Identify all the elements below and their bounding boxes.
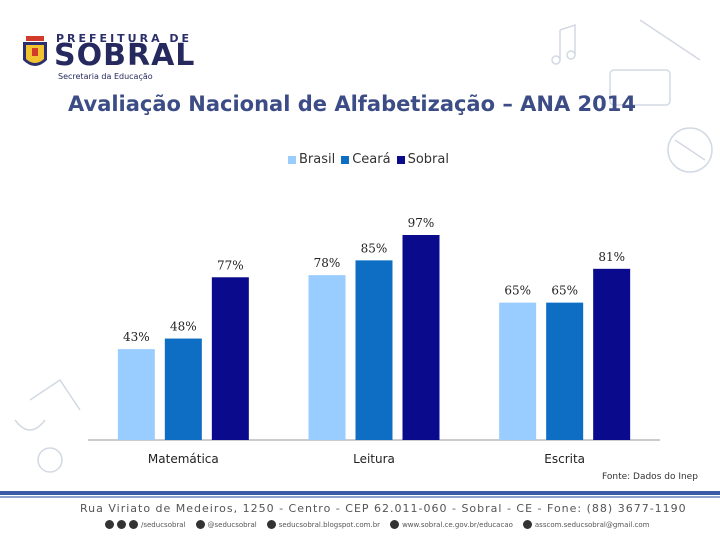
blog-icon xyxy=(266,520,276,529)
footer-social-links: /seducsobral @seducsobral seducsobral.bl… xyxy=(105,520,649,529)
category-label: Leitura xyxy=(353,452,395,466)
bar-brasil-2 xyxy=(499,302,537,440)
source-note: Fonte: Dados do Inep xyxy=(602,472,698,482)
data-label: 85% xyxy=(361,241,388,255)
social-label: asscom.seducsobral@gmail.com xyxy=(534,520,650,529)
legend-item-ceara: Ceará xyxy=(341,152,391,167)
category-label: Matemática xyxy=(148,452,219,466)
legend-item-brasil: Brasil xyxy=(288,152,335,167)
logo-main-text: SOBRAL xyxy=(54,38,196,73)
category-label: Escrita xyxy=(544,452,585,466)
prefeitura-logo: PREFEITURA DE SOBRAL Secretaria da Educa… xyxy=(20,32,194,82)
logo-sub-text: Secretaria da Educação xyxy=(58,72,153,81)
legend-label-ceara: Ceará xyxy=(352,152,391,167)
footer-rule xyxy=(0,491,720,495)
social-link-email[interactable]: asscom.seducsobral@gmail.com xyxy=(522,520,650,529)
bar-brasil-1 xyxy=(308,275,346,440)
legend-swatch-sobral xyxy=(396,155,405,164)
legend-swatch-ceara xyxy=(341,155,350,164)
bar-ceará-0 xyxy=(164,338,202,440)
data-label: 97% xyxy=(408,216,435,230)
data-label: 48% xyxy=(170,320,197,334)
chart-legend: Brasil Ceará Sobral xyxy=(288,152,449,167)
social-label: @seducsobral xyxy=(207,520,257,529)
bar-ceará-2 xyxy=(546,302,584,440)
legend-label-sobral: Sobral xyxy=(407,152,449,167)
data-label: 43% xyxy=(123,330,150,344)
chart-title: Avaliação Nacional de Alfabetização – AN… xyxy=(68,92,636,116)
social-link-blog[interactable]: seducsobral.blogspot.com.br xyxy=(266,520,381,529)
email-icon xyxy=(522,520,532,529)
footer-address: Rua Viriato de Medeiros, 1250 - Centro -… xyxy=(80,502,687,515)
data-label: 77% xyxy=(217,258,244,272)
social-link-twitter[interactable]: @seducsobral xyxy=(195,520,257,529)
social-label: www.sobral.ce.gov.br/educacao xyxy=(402,520,513,529)
data-label: 65% xyxy=(551,284,578,298)
logo-top-text: PREFEITURA DE xyxy=(56,32,193,45)
data-label: 78% xyxy=(314,256,341,270)
bar-ceará-1 xyxy=(355,260,393,440)
social-label: /seducsobral xyxy=(141,520,186,529)
legend-item-sobral: Sobral xyxy=(396,152,449,167)
facebook-icon xyxy=(105,520,114,529)
twitter-icon xyxy=(195,520,205,529)
web-icon xyxy=(390,520,400,529)
data-label: 81% xyxy=(598,250,625,264)
bar-brasil-0 xyxy=(117,349,155,440)
data-label: 65% xyxy=(504,284,531,298)
legend-label-brasil: Brasil xyxy=(299,152,336,167)
city-crest-icon xyxy=(23,36,47,66)
social-link-facebook[interactable]: /seducsobral xyxy=(105,520,186,529)
legend-swatch-brasil xyxy=(288,155,296,164)
social-label: seducsobral.blogspot.com.br xyxy=(278,520,381,529)
youtube-icon xyxy=(129,520,138,529)
bar-sobral-0 xyxy=(211,277,249,440)
instagram-icon xyxy=(117,520,126,529)
bar-sobral-1 xyxy=(402,235,440,440)
bar-sobral-2 xyxy=(593,268,631,440)
footer-rule-thin xyxy=(0,496,720,498)
social-link-web[interactable]: www.sobral.ce.gov.br/educacao xyxy=(390,520,513,529)
